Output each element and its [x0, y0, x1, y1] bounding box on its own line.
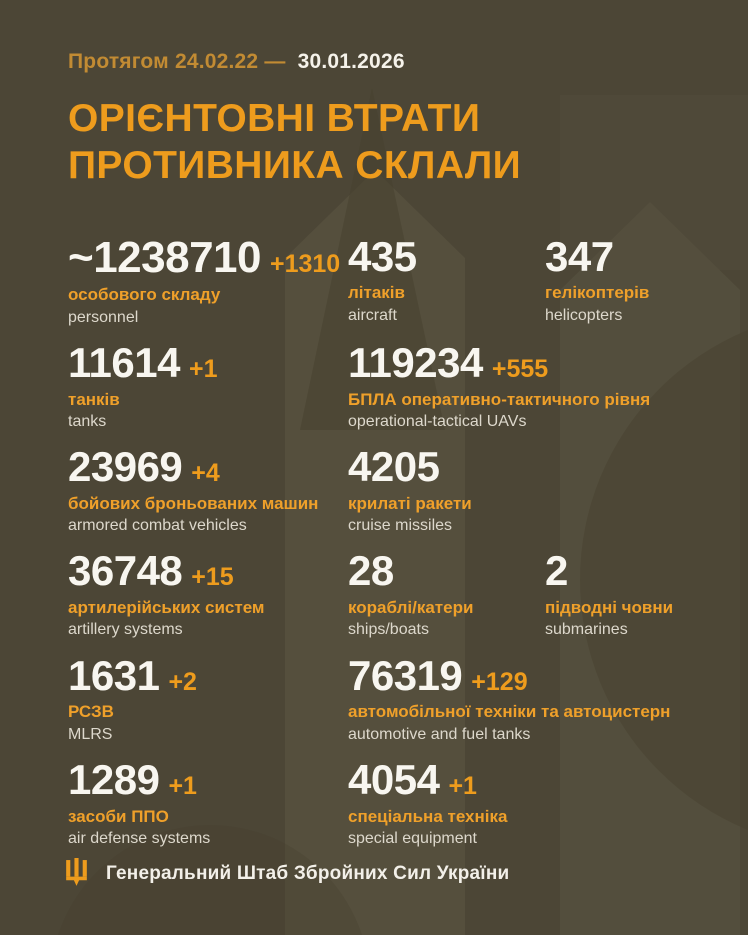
- stat-value-line: 1289 +1: [68, 758, 348, 802]
- stat-delta: +2: [168, 667, 197, 696]
- stat-label-en: tanks: [68, 412, 107, 430]
- stat-value-line: ~1238710 +1310: [68, 232, 348, 282]
- stat-value: 347: [545, 232, 614, 280]
- stats-row-3: 23969 +4 бойових броньованих машин armor…: [68, 445, 730, 535]
- period-label: Протягом 24.02.22 —: [68, 50, 286, 73]
- org-name: Генеральний Штаб Збройних Сил України: [106, 862, 510, 884]
- stat-value: 36748: [68, 547, 183, 595]
- stat-label-en: armored combat vehicles: [68, 517, 247, 535]
- stat-aircraft: 435 літаків aircraft: [348, 232, 545, 327]
- stat-label-en: cruise missiles: [348, 517, 453, 535]
- stat-delta: +555: [491, 354, 549, 383]
- stat-ships-boats: 28 кораблі/катери ships/boats: [348, 549, 545, 639]
- stat-label-uk: крилаті ракети: [348, 493, 472, 513]
- stat-value: 4054: [348, 755, 440, 803]
- stat-cruise-missiles: 4205 крилаті ракети cruise missiles: [348, 445, 472, 535]
- stat-label-en: special equipment: [348, 829, 477, 847]
- stat-label-en: air defense systems: [68, 829, 211, 847]
- stats-row-2: 11614 +1 танків tanks 119234 +555 БПЛА о…: [68, 341, 730, 431]
- stat-value-line: 1631 +2: [68, 651, 348, 699]
- stat-value: 76319: [348, 651, 463, 699]
- stat-label-uk: спеціальна техніка: [348, 806, 508, 826]
- title-line-2: ПРОТИВНИКА СКЛАЛИ: [68, 143, 522, 187]
- stat-value: 23969: [68, 443, 183, 491]
- stat-value: 4205: [348, 443, 440, 491]
- stat-value-line: 435: [348, 232, 545, 280]
- stat-delta: +129: [471, 667, 528, 696]
- stat-label-uk: танків: [68, 389, 120, 409]
- stat-delta: +1310: [270, 249, 341, 278]
- stat-value-line: 4054 +1: [348, 758, 507, 802]
- stat-label-en: automotive and fuel tanks: [348, 725, 531, 743]
- footer: Генеральний Штаб Збройних Сил України: [64, 858, 509, 889]
- stat-value: 28: [348, 547, 394, 595]
- stats-row-4: 36748 +15 артилерійських систем artiller…: [68, 549, 730, 639]
- stat-label-en: aircraft: [348, 306, 397, 324]
- stat-value-line: 347: [545, 232, 730, 280]
- stat-value-line: 23969 +4: [68, 445, 348, 489]
- stat-value-line: 36748 +15: [68, 549, 348, 593]
- stat-value: 119234: [348, 338, 483, 386]
- stat-value: 1631: [68, 651, 160, 699]
- stat-personnel: ~1238710 +1310 особового складу personne…: [68, 232, 348, 327]
- stat-label-en: personnel: [68, 308, 139, 326]
- stat-label-uk: бойових броньованих машин: [68, 493, 319, 513]
- report-date: 30.01.2026: [297, 50, 405, 73]
- stat-special-equipment: 4054 +1 спеціальна техніка special equip…: [348, 758, 507, 848]
- stat-delta: +1: [448, 771, 477, 800]
- date-range: Протягом 24.02.22 — 30.01.2026: [68, 50, 730, 74]
- stat-value: 11614: [68, 338, 180, 386]
- stats-grid: ~1238710 +1310 особового складу personne…: [68, 232, 730, 849]
- stats-row-1: ~1238710 +1310 особового складу personne…: [68, 232, 730, 327]
- stat-label-uk: БПЛА оперативно-тактичного рівня: [348, 389, 651, 409]
- stat-value-line: 28: [348, 549, 545, 593]
- page-title: ОРІЄНТОВНІ ВТРАТИ ПРОТИВНИКА СКЛАЛИ: [68, 96, 730, 190]
- stat-value-line: 11614 +1: [68, 341, 348, 385]
- stat-value: 435: [348, 232, 417, 280]
- stat-submarines: 2 підводні човни submarines: [545, 549, 730, 639]
- stat-value: ~1238710: [68, 232, 262, 282]
- stat-label-uk: кораблі/катери: [348, 598, 474, 618]
- stat-delta: +1: [168, 771, 197, 800]
- stat-armored-combat-vehicles: 23969 +4 бойових броньованих машин armor…: [68, 445, 348, 535]
- stat-value: 2: [545, 547, 568, 595]
- stat-tanks: 11614 +1 танків tanks: [68, 341, 348, 431]
- stat-delta: +1: [188, 354, 218, 383]
- stat-label-en: MLRS: [68, 725, 113, 743]
- stat-delta: +15: [191, 563, 234, 592]
- stat-automotive-fuel-tanks: 76319 +129 автомобільної техніки та авто…: [348, 651, 671, 744]
- stat-label-en: ships/boats: [348, 621, 429, 639]
- stat-delta: +4: [191, 459, 220, 488]
- stat-value-line: 4205: [348, 445, 472, 489]
- stat-label-uk: РСЗВ: [68, 702, 114, 722]
- stat-label-en: helicopters: [545, 306, 623, 324]
- stat-label-uk: гелікоптерів: [545, 283, 650, 303]
- stat-uavs: 119234 +555 БПЛА оперативно-тактичного р…: [348, 341, 650, 431]
- stats-row-5: 1631 +2 РСЗВ MLRS 76319 +129 автомобільн…: [68, 651, 730, 744]
- trident-icon: [66, 858, 87, 886]
- stat-label-uk: засоби ППО: [68, 806, 169, 826]
- stat-value-line: 76319 +129: [348, 651, 670, 699]
- stat-value: 1289: [68, 755, 160, 803]
- stats-row-6: 1289 +1 засоби ППО air defense systems 4…: [68, 758, 730, 848]
- stat-label-uk: літаків: [348, 283, 405, 303]
- stat-label-en: submarines: [545, 621, 628, 639]
- stat-label-uk: автомобільної техніки та автоцистерн: [348, 702, 671, 722]
- title-line-1: ОРІЄНТОВНІ ВТРАТИ: [68, 97, 481, 140]
- stat-mlrs: 1631 +2 РСЗВ MLRS: [68, 651, 348, 744]
- stat-value-line: 2: [545, 549, 730, 593]
- stat-label-uk: артилерійських систем: [68, 598, 265, 618]
- stat-artillery-systems: 36748 +15 артилерійських систем artiller…: [68, 549, 348, 639]
- stat-label-uk: особового складу: [68, 285, 221, 305]
- stat-value-line: 119234 +555: [348, 341, 650, 385]
- stat-label-uk: підводні човни: [545, 598, 674, 618]
- stat-label-en: artillery systems: [68, 621, 183, 639]
- stat-air-defense: 1289 +1 засоби ППО air defense systems: [68, 758, 348, 848]
- stat-helicopters: 347 гелікоптерів helicopters: [545, 232, 730, 327]
- stat-label-en: operational-tactical UAVs: [348, 412, 527, 430]
